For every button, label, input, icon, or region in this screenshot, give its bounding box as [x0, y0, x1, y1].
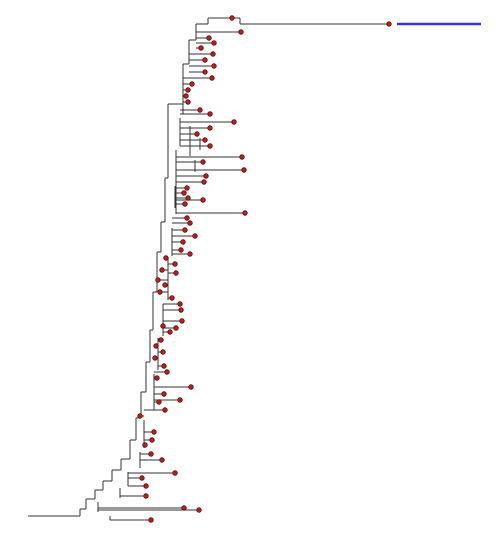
leaf-node: [202, 57, 208, 63]
leaf-node: [201, 179, 207, 185]
leaf-node: [184, 215, 190, 221]
leaf-node: [139, 475, 145, 481]
leaf-node: [182, 201, 188, 207]
leaf-node: [160, 323, 166, 329]
leaf-node: [178, 247, 184, 253]
leaf-node: [156, 399, 162, 405]
leaf-node: [200, 159, 206, 165]
leaf-node: [164, 369, 170, 375]
leaf-node: [185, 195, 191, 201]
leaf-node: [187, 251, 193, 257]
leaf-node: [155, 277, 161, 283]
tree-leaf-nodes: [137, 15, 392, 523]
leaf-node: [160, 349, 166, 355]
leaf-node: [172, 261, 178, 267]
leaf-node: [188, 384, 194, 390]
leaf-node: [202, 137, 208, 143]
leaf-node: [241, 167, 247, 173]
leaf-node: [162, 407, 168, 413]
leaf-node: [229, 15, 235, 21]
leaf-node: [200, 197, 206, 203]
leaf-node: [242, 210, 248, 216]
leaf-node: [189, 81, 195, 87]
leaf-node: [177, 301, 183, 307]
leaf-node: [167, 329, 173, 335]
tree-branches: [28, 17, 389, 521]
leaf-node: [152, 355, 158, 361]
leaf-node: [194, 131, 200, 137]
leaf-node: [185, 87, 191, 93]
leaf-node: [148, 451, 154, 457]
leaf-node: [209, 75, 215, 81]
leaf-node: [207, 125, 213, 131]
leaf-node: [143, 493, 149, 499]
leaf-node: [197, 107, 203, 113]
leaf-node: [231, 119, 237, 125]
leaf-node: [185, 99, 191, 105]
leaf-node: [169, 295, 175, 301]
leaf-node: [210, 51, 216, 57]
leaf-node: [238, 29, 244, 35]
leaf-node: [202, 69, 208, 75]
leaf-node: [142, 442, 148, 448]
leaf-node: [143, 483, 149, 489]
leaf-node: [181, 505, 187, 511]
leaf-node: [192, 233, 198, 239]
leaf-node: [158, 337, 164, 343]
leaf-node: [178, 307, 184, 313]
leaf-node: [196, 507, 202, 513]
leaf-node: [182, 227, 188, 233]
leaf-node: [179, 318, 185, 324]
leaf-node: [211, 63, 217, 69]
leaf-node: [207, 111, 213, 117]
leaf-node: [153, 343, 159, 349]
leaf-node: [163, 255, 169, 261]
leaf-node: [149, 437, 155, 443]
leaf-node: [203, 173, 209, 179]
leaf-node: [198, 45, 204, 51]
leaf-node: [173, 270, 179, 276]
leaf-node: [154, 375, 160, 381]
leaf-node: [157, 289, 163, 295]
leaf-node: [172, 470, 178, 476]
leaf-node: [180, 239, 186, 245]
leaf-node: [239, 154, 245, 160]
leaf-node: [211, 40, 217, 46]
leaf-node: [159, 457, 165, 463]
leaf-node: [137, 413, 143, 419]
leaf-node: [161, 363, 167, 369]
leaf-node: [173, 325, 179, 331]
leaf-node: [386, 21, 392, 27]
leaf-node: [177, 397, 183, 403]
leaf-node: [206, 35, 212, 41]
leaf-node: [184, 185, 190, 191]
leaf-node: [187, 220, 193, 226]
leaf-node: [151, 429, 157, 435]
leaf-node: [148, 517, 154, 523]
leaf-node: [183, 93, 189, 99]
leaf-node: [161, 391, 167, 397]
leaf-node: [159, 267, 165, 273]
leaf-node: [207, 143, 213, 149]
leaf-node: [181, 190, 187, 196]
leaf-node: [162, 282, 168, 288]
